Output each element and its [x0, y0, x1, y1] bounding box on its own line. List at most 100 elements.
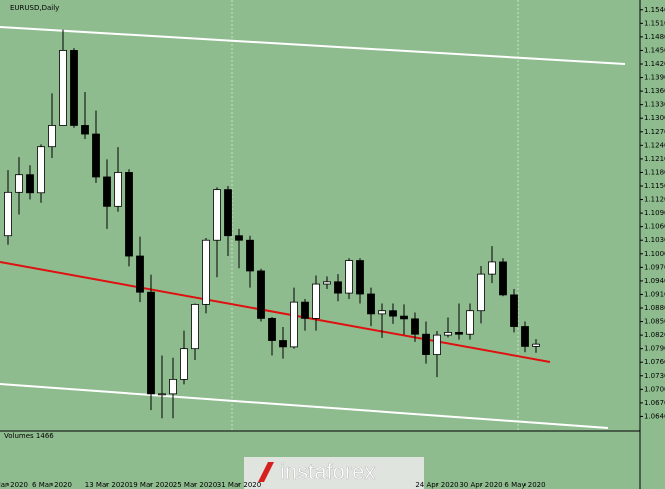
- candle-body: [37, 146, 45, 194]
- y-tick-label: 1.1510: [644, 19, 665, 27]
- y-tick-label: 1.1150: [644, 182, 665, 190]
- candle-body: [477, 273, 485, 312]
- y-tick-label: 1.1180: [644, 168, 665, 176]
- volume-title: Volumes 1466: [4, 432, 54, 440]
- candle-body: [389, 310, 397, 317]
- y-tick-label: 1.1540: [644, 6, 665, 14]
- candle-body: [356, 260, 364, 295]
- y-tick-label: 1.1390: [644, 74, 665, 82]
- candle-body: [70, 50, 78, 126]
- y-tick-label: 1.1090: [644, 209, 665, 217]
- y-tick-label: 1.1240: [644, 141, 665, 149]
- y-tick-label: 1.1300: [644, 114, 665, 122]
- x-tick-label: 31 Mar 2020: [217, 481, 261, 489]
- candle-body: [488, 261, 496, 275]
- candle-body: [158, 393, 166, 396]
- candle-body: [290, 301, 298, 348]
- candle-body: [499, 261, 507, 296]
- y-tick-label: 1.1450: [644, 46, 665, 54]
- candle-body: [202, 239, 210, 305]
- y-tick-label: 1.1210: [644, 155, 665, 163]
- candle-body: [81, 125, 89, 135]
- channel-line: [0, 26, 626, 65]
- y-tick-label: 1.1480: [644, 33, 665, 41]
- candle-body: [433, 334, 441, 355]
- y-tick-label: 1.1120: [644, 196, 665, 204]
- candle-body: [334, 281, 342, 294]
- x-tick-label: 6 Mar 2020: [32, 481, 72, 489]
- candle-body: [125, 172, 133, 257]
- candle-body: [466, 310, 474, 335]
- x-tick-label: 30 Apr 2020: [459, 481, 502, 489]
- y-tick-label: 1.1030: [644, 236, 665, 244]
- trend-line: [0, 261, 551, 363]
- y-tick-label: 1.0640: [644, 412, 665, 420]
- x-tick-label: 25 Mar 2020: [173, 481, 217, 489]
- candle-body: [147, 291, 155, 395]
- candle-body: [246, 239, 254, 272]
- y-tick-label: 1.0790: [644, 345, 665, 353]
- x-tick-label: 13 Mar 2020: [85, 481, 129, 489]
- candle-body: [4, 191, 12, 237]
- candle-body: [367, 293, 375, 315]
- x-tick-label: 6 May 2020: [504, 481, 545, 489]
- candle-body: [48, 125, 56, 148]
- candle-body: [301, 301, 309, 319]
- candle-body: [15, 174, 23, 193]
- y-tick-label: 1.1060: [644, 223, 665, 231]
- candle-body: [312, 283, 320, 319]
- y-tick-label: 1.0700: [644, 385, 665, 393]
- watermark-text: instaforex: [280, 459, 375, 484]
- watermark-logo: [258, 462, 274, 482]
- y-tick-label: 1.0730: [644, 372, 665, 380]
- candle-body: [103, 176, 111, 207]
- chart-title: EURUSD,Daily: [10, 4, 59, 12]
- candle-body: [224, 189, 232, 237]
- candle-body: [268, 317, 276, 341]
- watermark: instaforex: [244, 457, 424, 489]
- candle-body: [345, 260, 353, 294]
- candle-body: [279, 340, 287, 348]
- candle-body: [257, 270, 265, 319]
- watermark-box: [244, 457, 424, 489]
- candle-body: [455, 331, 463, 335]
- candle-body: [136, 255, 144, 293]
- candle-body: [114, 172, 122, 207]
- y-tick-label: 1.1270: [644, 128, 665, 136]
- x-tick-label: 1 Mar 2020: [0, 481, 28, 489]
- y-tick-label: 1.1000: [644, 250, 665, 258]
- candle-body: [400, 315, 408, 320]
- candle-body: [59, 50, 67, 126]
- candle-body: [180, 348, 188, 380]
- candle-body: [521, 326, 529, 347]
- candle-body: [422, 333, 430, 355]
- y-tick-label: 1.1360: [644, 87, 665, 95]
- y-tick-label: 1.1420: [644, 60, 665, 68]
- y-tick-label: 1.0670: [644, 399, 665, 407]
- candle-body: [235, 235, 243, 241]
- candle-body: [510, 294, 518, 327]
- candle-body: [213, 189, 221, 241]
- candle-body: [26, 174, 34, 194]
- y-tick-label: 1.1330: [644, 101, 665, 109]
- candle-body: [378, 310, 386, 315]
- y-tick-label: 1.0880: [644, 304, 665, 312]
- y-tick-label: 1.0820: [644, 331, 665, 339]
- y-tick-label: 1.0940: [644, 277, 665, 285]
- y-tick-label: 1.0850: [644, 318, 665, 326]
- candle-body: [532, 343, 540, 347]
- x-tick-label: 19 Mar 2020: [129, 481, 173, 489]
- candle-body: [411, 318, 419, 335]
- candle-body: [92, 133, 100, 178]
- candle-body: [169, 378, 177, 395]
- candle-body: [444, 331, 452, 336]
- y-tick-label: 1.0970: [644, 263, 665, 271]
- x-tick-label: 24 Apr 2020: [415, 481, 458, 489]
- y-tick-label: 1.0760: [644, 358, 665, 366]
- candle-body: [191, 303, 199, 350]
- channel-line: [0, 383, 609, 429]
- y-tick-label: 1.0910: [644, 290, 665, 298]
- candle-body: [323, 281, 331, 285]
